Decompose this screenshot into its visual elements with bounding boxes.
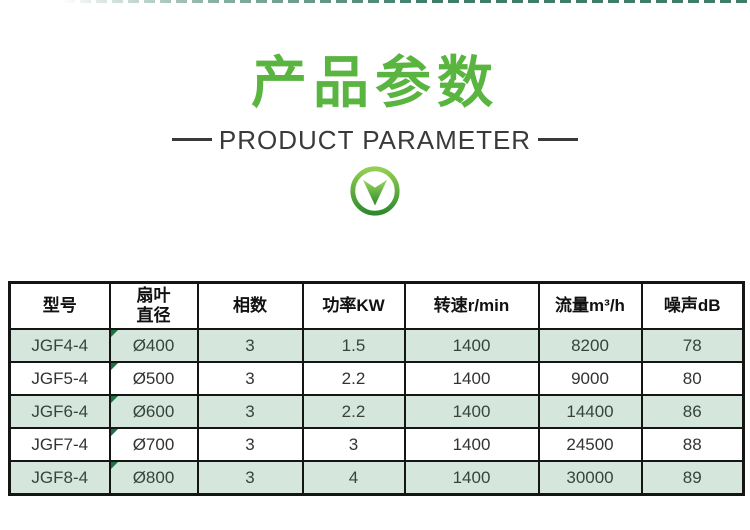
table-row: JGF4-4 Ø400 3 1.5 1400 8200 78: [8, 328, 745, 363]
header-speed-rpm: 转速r/min: [403, 281, 540, 330]
top-dashed-divider: [0, 0, 750, 3]
cell-flag-triangle-icon: [111, 331, 118, 337]
table-cell: 14400: [537, 394, 643, 429]
table-cell: 3: [196, 427, 304, 462]
cell-flag-triangle-icon: [111, 364, 118, 370]
table-cell: 3: [196, 460, 304, 496]
table-cell: 88: [640, 427, 745, 462]
header-flow-m3h: 流量m³/h: [537, 281, 643, 330]
table-cell: 2.2: [301, 361, 406, 396]
section-title: 产品参数: [251, 51, 499, 114]
table-cell: 1400: [403, 361, 540, 396]
product-parameter-table: 型号 扇叶 直径 相数 功率KW 转速r/min 流量m³/h 噪声dB JGF…: [8, 281, 745, 496]
table-cell: 24500: [537, 427, 643, 462]
table-cell: JGF8-4: [8, 460, 111, 496]
subtitle-right-dash: [538, 138, 579, 142]
table-cell: 1400: [403, 427, 540, 462]
table-cell: Ø700: [108, 427, 199, 462]
table-cell: 3: [196, 328, 304, 363]
table-cell: 3: [196, 361, 304, 396]
table-cell: 80: [640, 361, 745, 396]
table-cell: Ø500: [108, 361, 199, 396]
table-cell: JGF7-4: [8, 427, 111, 462]
table-cell: 86: [640, 394, 745, 429]
table-cell: 1400: [403, 460, 540, 496]
table-row: JGF5-4 Ø500 3 2.2 1400 9000 80: [8, 361, 745, 396]
cell-flag-triangle-icon: [111, 397, 118, 403]
subtitle-left-dash: [171, 138, 212, 142]
table-cell: 9000: [537, 361, 643, 396]
table-cell: 3: [196, 394, 304, 429]
table-cell: 4: [301, 460, 406, 496]
table-cell: Ø600: [108, 394, 199, 429]
cell-flag-triangle-icon: [111, 430, 118, 436]
down-arrow-icon: [348, 164, 402, 218]
table-header-row: 型号 扇叶 直径 相数 功率KW 转速r/min 流量m³/h 噪声dB: [8, 281, 745, 330]
cell-flag-triangle-icon: [111, 462, 118, 469]
table-cell: 89: [640, 460, 745, 496]
table-cell: 1400: [403, 328, 540, 363]
table-cell: 8200: [537, 328, 643, 363]
table-row: JGF6-4 Ø600 3 2.2 1400 14400 86: [8, 394, 745, 429]
table-cell: 78: [640, 328, 745, 363]
table-cell: JGF4-4: [8, 328, 111, 363]
table-cell: JGF5-4: [8, 361, 111, 396]
table-cell: 3: [301, 427, 406, 462]
header-blade-diameter: 扇叶 直径: [108, 281, 199, 330]
table-cell: 30000: [537, 460, 643, 496]
subtitle-text: PRODUCT PARAMETER: [218, 124, 532, 155]
table-row: JGF8-4 Ø800 3 4 1400 30000 89: [8, 460, 745, 496]
table-row: JGF7-4 Ø700 3 3 1400 24500 88: [8, 427, 745, 462]
table-cell: Ø400: [108, 328, 199, 363]
table-cell: JGF6-4: [8, 394, 111, 429]
header-model: 型号: [8, 281, 111, 330]
header-noise-db: 噪声dB: [640, 281, 745, 330]
table-cell: Ø800: [108, 460, 199, 496]
header-power-kw: 功率KW: [301, 281, 406, 330]
table-cell: 1400: [403, 394, 540, 429]
down-arrow-circle-svg: [350, 166, 400, 216]
table-cell: 2.2: [301, 394, 406, 429]
header-phases: 相数: [196, 281, 304, 330]
table-cell: 1.5: [301, 328, 406, 363]
section-subtitle: PRODUCT PARAMETER: [0, 127, 750, 153]
